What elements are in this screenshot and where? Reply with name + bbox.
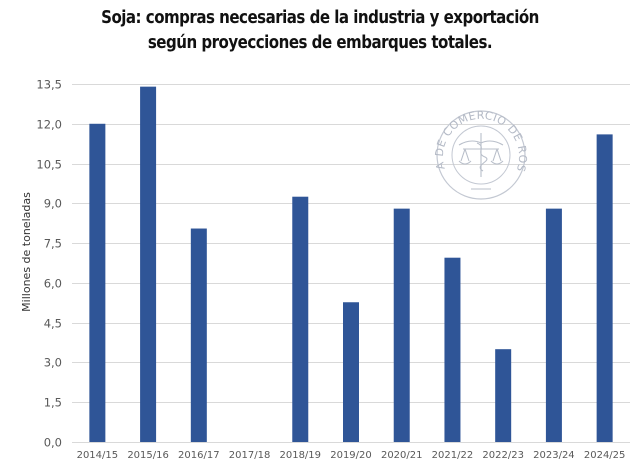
bar-2020-21 [393,208,410,442]
x-tick-label: 2024/25 [584,450,626,461]
seal-inner-ring [451,125,511,185]
bar-2022-23 [495,349,512,442]
chart-title-line-2: según proyecciones de embarques totales. [147,33,493,53]
x-tick-label: 2018/19 [279,450,321,461]
x-tick-label: 2019/20 [330,450,372,461]
y-tick-label: 13,5 [36,78,62,92]
x-tick-label: 2014/15 [77,450,119,461]
y-tick-label: 4,5 [44,317,62,331]
y-tick-label: 9,0 [44,197,62,211]
y-tick-label: 0,0 [44,436,62,450]
y-tick-label: 3,0 [44,356,62,370]
x-tick-label: 2017/18 [229,450,271,461]
y-tick-label: 12,0 [36,118,62,132]
bar-2023-24 [545,208,562,442]
x-tick-label: 2021/22 [432,450,474,461]
caduceus-scales-icon [458,133,504,190]
x-tick-labels: 2014/15 2015/16 2016/17 2017/18 2018/19 2019/… [77,450,626,461]
bar-2019-20 [343,302,359,442]
bar-2016-17 [190,228,207,442]
x-tick-label: 2020/21 [381,450,423,461]
watermark-seal: BOLSA DE COMERCIO DE ROSARIO [433,109,529,200]
y-axis-label: Millones de toneladas [20,192,33,312]
x-tick-label: 2015/16 [127,450,169,461]
bar-2014-15 [89,123,106,443]
y-tick-label: 7,5 [44,237,62,251]
bar-2018-19 [292,196,309,442]
y-tick-label: 6,0 [44,277,62,291]
gridlines [72,84,630,443]
seal-outer-ring [436,110,526,200]
x-tick-label: 2023/24 [533,450,575,461]
y-tick-label: 10,5 [36,158,62,172]
bar-2015-16 [140,86,157,442]
x-tick-label: 2022/23 [482,450,524,461]
x-tick-label: 2016/17 [178,450,220,461]
y-tick-labels: 0,0 1,5 3,0 4,5 6,0 7,5 9,0 10,5 12,0 13,5 [36,78,62,450]
chart-title: Soja: compras necesarias de la industria… [45,6,595,56]
bar-2024-25 [596,134,613,442]
bar-2021-22 [444,257,461,442]
y-tick-label: 1,5 [44,396,62,410]
chart-title-line-1: Soja: compras necesarias de la industria… [101,8,539,28]
bars [89,86,613,443]
